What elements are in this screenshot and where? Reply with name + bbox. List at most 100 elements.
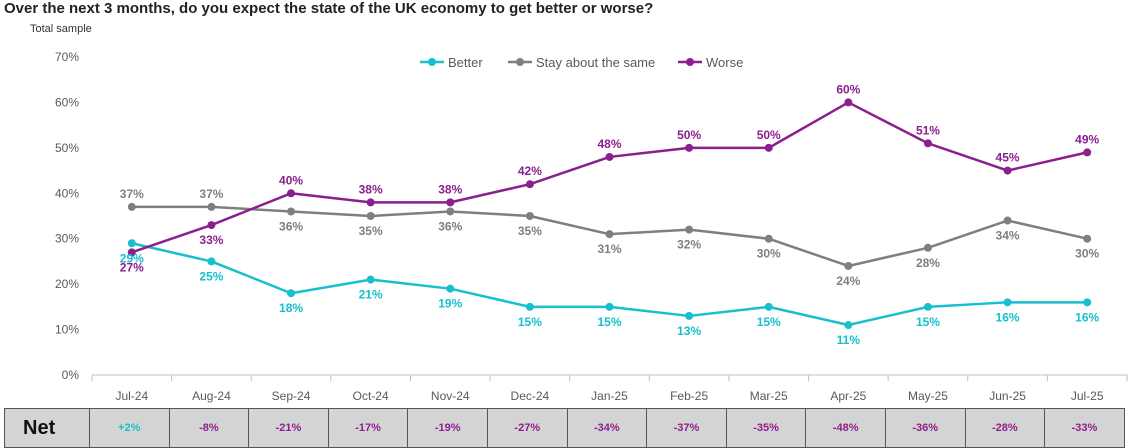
y-tick-label: 60% <box>55 95 79 109</box>
net-table: Net +2% -8% -21% -17% -19% -27% -34% -37% -35% -4… <box>4 408 1125 448</box>
data-label-better: 19% <box>438 297 462 311</box>
net-value: -48% <box>805 408 886 448</box>
data-point-stay <box>844 261 853 270</box>
data-label-stay: 24% <box>836 274 860 288</box>
data-point-better <box>1003 298 1012 307</box>
data-point-stay <box>1003 216 1012 225</box>
legend-swatch-marker <box>428 58 436 66</box>
data-point-better <box>287 289 296 298</box>
data-point-better <box>525 302 534 311</box>
data-label-better: 29% <box>120 251 144 265</box>
data-point-worse <box>127 248 136 257</box>
x-tick-label: Feb-25 <box>670 389 708 403</box>
data-point-better <box>685 311 694 320</box>
data-point-stay <box>525 212 534 220</box>
x-tick-label: Dec-24 <box>511 389 550 403</box>
data-point-worse <box>923 139 932 148</box>
data-point-worse <box>764 143 773 152</box>
data-label-worse: 45% <box>996 151 1020 165</box>
data-label-stay: 28% <box>916 256 940 270</box>
y-tick-label: 40% <box>55 186 79 200</box>
data-label-worse: 50% <box>677 128 701 142</box>
x-tick-label: Jul-25 <box>1071 389 1104 403</box>
data-point-better <box>764 302 773 311</box>
net-value: -27% <box>486 408 568 448</box>
net-value: -17% <box>327 408 409 448</box>
data-label-worse: 38% <box>359 182 383 196</box>
data-point-better <box>605 302 614 311</box>
data-point-stay <box>446 207 455 216</box>
x-tick-label: Mar-25 <box>750 389 788 403</box>
data-label-stay: 37% <box>199 187 223 201</box>
data-point-worse <box>446 198 455 207</box>
data-label-worse: 42% <box>518 164 542 178</box>
data-point-stay <box>207 202 216 211</box>
data-label-stay: 31% <box>597 242 621 256</box>
x-tick-label: Oct-24 <box>353 389 389 403</box>
legend-label: Worse <box>706 55 743 70</box>
data-label-worse: 50% <box>757 128 781 142</box>
y-tick-label: 70% <box>55 50 79 64</box>
data-label-better: 13% <box>677 324 701 338</box>
legend-label: Stay about the same <box>536 55 655 70</box>
net-value: -35% <box>725 408 807 448</box>
net-value: -34% <box>566 408 648 448</box>
x-tick-label: Sep-24 <box>272 389 311 403</box>
data-point-worse <box>287 189 296 198</box>
data-label-better: 16% <box>1075 310 1099 324</box>
x-tick-label: Jul-24 <box>115 389 148 403</box>
data-point-worse <box>366 198 375 207</box>
data-label-better: 15% <box>916 315 940 329</box>
net-value: -36% <box>884 408 966 448</box>
data-label-worse: 48% <box>597 137 621 151</box>
data-point-worse <box>207 221 216 230</box>
data-label-better: 16% <box>996 310 1020 324</box>
line-chart: 0% 10% 20% 30% 40% 50% 60% 70% Jul-24 Aug-24 Sep-2… <box>55 50 1128 403</box>
data-label-better: 21% <box>359 288 383 302</box>
data-label-stay: 30% <box>757 247 781 261</box>
net-value: -33% <box>1044 408 1125 448</box>
x-tick-label: Jan-25 <box>591 389 628 403</box>
data-label-worse: 60% <box>836 82 860 96</box>
data-label-better: 15% <box>757 315 781 329</box>
data-point-stay <box>127 202 136 211</box>
legend-label: Better <box>448 55 483 70</box>
data-label-better: 15% <box>518 315 542 329</box>
data-label-better: 11% <box>837 333 861 347</box>
chart-subtitle: Total sample <box>30 23 92 35</box>
data-point-stay <box>764 234 773 243</box>
net-value: -28% <box>964 408 1046 448</box>
data-point-stay <box>366 212 375 220</box>
data-label-better: 15% <box>597 315 621 329</box>
data-point-better <box>366 275 375 284</box>
data-label-stay: 36% <box>279 219 303 233</box>
data-point-stay <box>605 230 614 239</box>
data-point-worse <box>525 180 534 189</box>
data-point-worse <box>605 152 614 161</box>
data-point-better <box>207 257 216 266</box>
data-point-stay <box>1083 234 1092 243</box>
data-point-better <box>446 284 455 293</box>
net-value: +2% <box>89 408 170 448</box>
data-point-better <box>844 321 853 330</box>
x-tick-label: Nov-24 <box>431 389 470 403</box>
data-point-better <box>1083 298 1092 307</box>
net-label: Net <box>4 408 90 448</box>
data-point-worse <box>685 143 694 152</box>
chart-title: Over the next 3 months, do you expect th… <box>4 0 654 17</box>
y-tick-label: 50% <box>55 141 79 155</box>
legend-swatch-marker <box>686 58 694 66</box>
net-value: -21% <box>248 408 329 448</box>
data-point-stay <box>923 243 932 252</box>
data-point-worse <box>1003 166 1012 175</box>
data-point-worse <box>844 98 853 107</box>
net-value: -19% <box>407 408 488 448</box>
data-label-worse: 40% <box>279 173 303 187</box>
data-label-worse: 49% <box>1075 132 1099 146</box>
x-tick-label: May-25 <box>908 389 948 403</box>
data-label-worse: 33% <box>199 233 223 247</box>
data-label-worse: 27% <box>120 260 144 274</box>
y-tick-label: 30% <box>55 232 79 246</box>
data-label-stay: 35% <box>518 224 542 238</box>
data-point-worse <box>1083 148 1092 157</box>
